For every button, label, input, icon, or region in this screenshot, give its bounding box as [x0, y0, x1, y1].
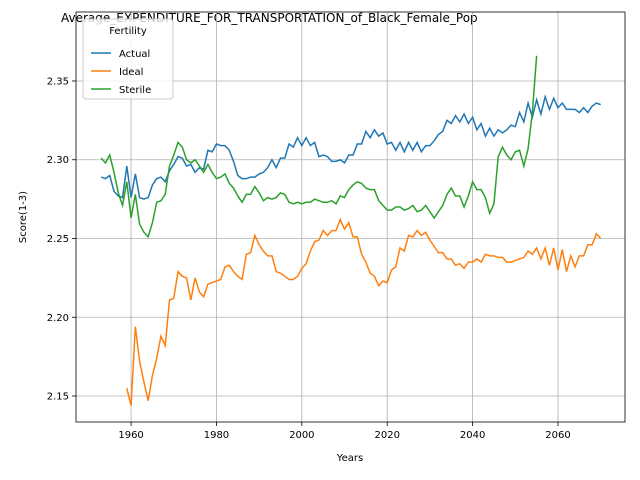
legend-label: Ideal — [119, 67, 143, 78]
legend-label: Sterile — [119, 85, 151, 96]
x-tick-label: 2020 — [374, 430, 399, 441]
legend-label: Actual — [119, 49, 150, 60]
legend-box — [82, 18, 174, 100]
legend: Fertility Actual Ideal Sterile — [82, 18, 174, 100]
x-tick-label: 2000 — [289, 430, 314, 441]
legend-title: Fertility — [109, 26, 147, 37]
y-tick-label: 2.20 — [47, 313, 69, 324]
line-series — [100, 94, 601, 200]
x-axis-label: Years — [336, 453, 363, 464]
y-tick-label: 2.35 — [47, 76, 69, 87]
plot-frame — [75, 11, 626, 423]
line-series — [100, 55, 538, 239]
x-tick-label: 1960 — [118, 430, 143, 441]
y-tick-label: 2.30 — [47, 155, 69, 166]
y-tick-label: 2.25 — [47, 234, 69, 245]
x-tick-label: 1980 — [204, 430, 229, 441]
x-tick-label: 2040 — [460, 430, 485, 441]
line-series — [126, 217, 602, 406]
y-axis-label: Score(1-3) — [18, 191, 29, 243]
y-tick-label: 2.15 — [47, 392, 69, 403]
x-tick-label: 2060 — [545, 430, 570, 441]
